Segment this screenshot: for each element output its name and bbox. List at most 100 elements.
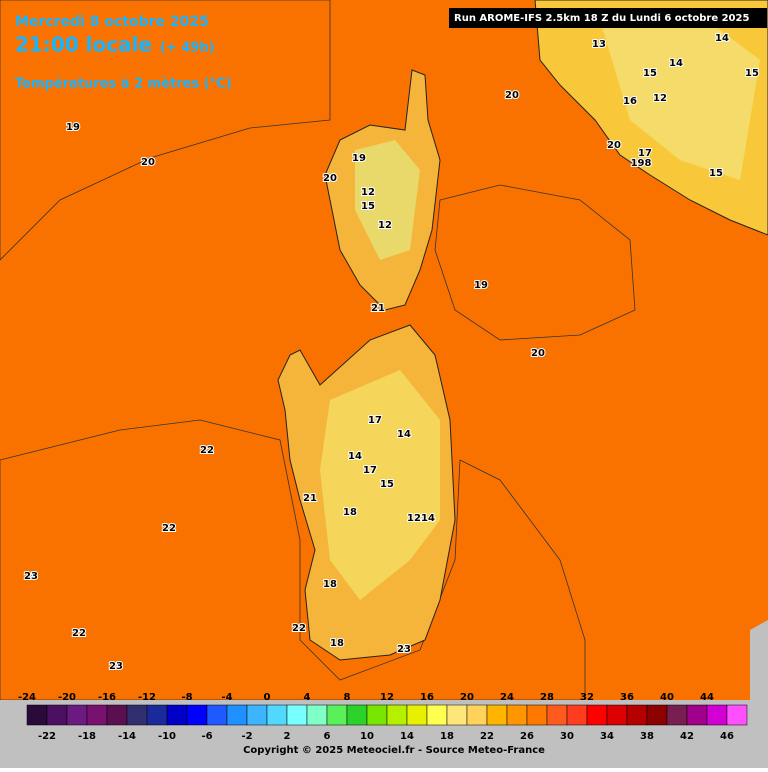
colorbar-tick-label: -24 <box>18 692 36 703</box>
colorbar-cell <box>466 704 488 726</box>
colorbar-cell <box>406 704 428 726</box>
copyright: Copyright © 2025 Meteociel.fr - Source M… <box>243 745 545 756</box>
colorbar-tick-label: -12 <box>138 692 156 703</box>
colorbar-cell <box>66 704 88 726</box>
contour-label: 15 <box>745 68 759 79</box>
colorbar-tick-label: 14 <box>400 731 414 742</box>
colorbar-tick-label: 32 <box>580 692 594 703</box>
colorbar-cell <box>646 704 668 726</box>
colorbar-cell <box>206 704 228 726</box>
colorbar-tick-label: 26 <box>520 731 534 742</box>
colorbar-cell <box>526 704 548 726</box>
colorbar-tick-label: -18 <box>78 731 96 742</box>
colorbar-tick-label: -6 <box>201 731 212 742</box>
run: Run AROME-IFS 2.5km 18 Z du Lundi 6 octo… <box>454 13 749 24</box>
colorbar-tick-label: 12 <box>380 692 394 703</box>
colorbar-cell <box>86 704 108 726</box>
colorbar-tick-label: 36 <box>620 692 634 703</box>
contour-label: 22 <box>292 623 306 634</box>
colorbar-tick-label: -20 <box>58 692 76 703</box>
contour-label: 19 <box>66 122 80 133</box>
colorbar-tick-label: -14 <box>118 731 136 742</box>
contour-label: 13 <box>592 39 606 50</box>
colorbar-tick-label: 10 <box>360 731 374 742</box>
contour-label: 21 <box>371 303 385 314</box>
contour-label: 22 <box>200 445 214 456</box>
colorbar-cell <box>486 704 508 726</box>
colorbar-tick-label: -16 <box>98 692 116 703</box>
colorbar-tick-label: -4 <box>221 692 232 703</box>
contour-label: 15 <box>380 479 394 490</box>
contour-label: 14 <box>715 33 729 44</box>
colorbar-cell <box>686 704 708 726</box>
colorbar-cell <box>166 704 188 726</box>
colorbar-tick-label: 20 <box>460 692 474 703</box>
contour-label: 14 <box>348 451 362 462</box>
colorbar-tick-label: -22 <box>38 731 56 742</box>
contour-label: 22 <box>162 523 176 534</box>
colorbar-tick-label: 30 <box>560 731 574 742</box>
colorbar-cell <box>626 704 648 726</box>
italy-highland <box>600 15 760 180</box>
colorbar-cell <box>386 704 408 726</box>
colorbar-tick-label: -10 <box>158 731 176 742</box>
contour-label: 20 <box>141 157 155 168</box>
colorbar-tick-label: 38 <box>640 731 654 742</box>
contour-label: 12 <box>361 187 375 198</box>
contour-label: 15 <box>643 68 657 79</box>
parameter: Températures à 2 mètres (°C) <box>15 77 232 92</box>
colorbar-cell <box>126 704 148 726</box>
date: Mercredi 8 octobre 2025 <box>15 14 209 30</box>
colorbar-cell <box>106 704 128 726</box>
colorbar-cell <box>666 704 688 726</box>
colorbar-cell <box>246 704 268 726</box>
colorbar-cell <box>566 704 588 726</box>
colorbar-tick-label: 16 <box>420 692 434 703</box>
colorbar-tick-label: 0 <box>264 692 271 703</box>
contour-label: 23 <box>109 661 123 672</box>
colorbar-cell <box>26 704 48 726</box>
colorbar-tick-label: 42 <box>680 731 694 742</box>
contour-label: 12 <box>407 513 421 524</box>
contour-label: 19 <box>474 280 488 291</box>
colorbar-tick-label: 24 <box>500 692 514 703</box>
contour-label: 17 <box>363 465 377 476</box>
contour-label: 198 <box>631 158 652 169</box>
colorbar-tick-label: -2 <box>241 731 252 742</box>
colorbar-cell <box>546 704 568 726</box>
colorbar-tick-label: 8 <box>344 692 351 703</box>
colorbar-tick-label: 34 <box>600 731 614 742</box>
colorbar-cell <box>706 704 728 726</box>
cool-zone <box>0 0 331 261</box>
contour-label: 12 <box>378 220 392 231</box>
contour-label: 17 <box>368 415 382 426</box>
contour-label: 18 <box>330 638 344 649</box>
colorbar-cell <box>266 704 288 726</box>
colorbar-tick-label: 40 <box>660 692 674 703</box>
no-data <box>750 620 768 700</box>
colorbar-tick-label: -8 <box>181 692 192 703</box>
contour-label: 23 <box>397 644 411 655</box>
time: 21:00 locale <box>15 33 152 57</box>
contour-label: 16 <box>623 96 637 107</box>
corsica-highland <box>355 140 420 260</box>
colorbar-cell <box>426 704 448 726</box>
colorbar-cell <box>46 704 68 726</box>
contour-label: 23 <box>24 571 38 582</box>
contour-label: 20 <box>323 173 337 184</box>
colorbar-cell <box>606 704 628 726</box>
contour-label: 18 <box>343 507 357 518</box>
colorbar-cell <box>346 704 368 726</box>
run-box <box>449 8 767 28</box>
contour-label: 17 <box>638 148 652 159</box>
contour-label: 14 <box>669 58 683 69</box>
colorbar-tick-label: 44 <box>700 692 714 703</box>
colorbar-cell <box>726 704 748 726</box>
colorbar-tick-label: 18 <box>440 731 454 742</box>
contour-label: 22 <box>72 628 86 639</box>
sardinia-highland <box>320 370 440 600</box>
contour-label: 14 <box>397 429 411 440</box>
contour-label: 20 <box>607 140 621 151</box>
contour-label: 20 <box>505 90 519 101</box>
